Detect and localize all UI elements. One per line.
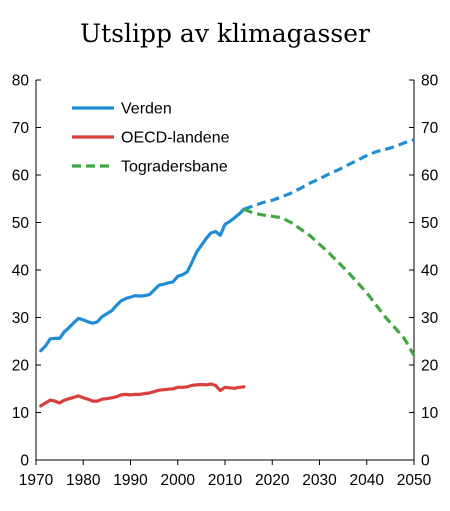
x-tick-label: 2050 [397,472,432,489]
y-tick-label-left: 60 [12,168,30,185]
y-tick-label-left: 40 [12,263,30,280]
x-tick-label: 2030 [302,472,337,489]
series-line-oecd-landene [39,382,246,408]
y-tick-label-left: 30 [12,310,30,327]
y-tick-label-left: 70 [12,120,30,137]
y-tick-label-right: 40 [421,263,439,280]
x-tick-label: 1970 [19,472,54,489]
legend-label-verden: Verden [121,101,172,118]
y-tick-label-right: 10 [421,405,439,422]
x-tick-label: 2020 [255,472,290,489]
series-lines [39,138,416,408]
x-tick-label: 1980 [66,472,101,489]
x-tick-label: 2010 [208,472,243,489]
series-line-verden [39,207,246,353]
series-line-togradersbane-dashed [243,207,416,357]
chart-title: Utslipp av klimagasser [80,19,370,48]
y-tick-label-left: 80 [12,73,30,90]
legend-label-oecd-landene: OECD-landene [121,130,230,147]
y-tick-label-right: 20 [421,358,439,375]
series-line-series-2-dashed [243,138,415,211]
x-tick-label: 1990 [113,472,148,489]
y-tick-label-right: 80 [421,73,439,90]
y-tick-label-right: 0 [421,453,430,470]
y-tick-label-left: 50 [12,215,30,232]
y-tick-label-left: 20 [12,358,30,375]
legend-label-togradersbane: Togradersbane [121,159,228,176]
legend: Verden OECD-landene Togradersbane [72,101,230,176]
y-tick-label-right: 30 [421,310,439,327]
x-tick-label: 2040 [350,472,385,489]
y-tick-label-left: 0 [20,453,29,470]
y-tick-label-right: 50 [421,215,439,232]
y-tick-label-left: 10 [12,405,30,422]
y-tick-label-right: 70 [421,120,439,137]
y-tick-label-right: 60 [421,168,439,185]
x-tick-label: 2000 [161,472,196,489]
